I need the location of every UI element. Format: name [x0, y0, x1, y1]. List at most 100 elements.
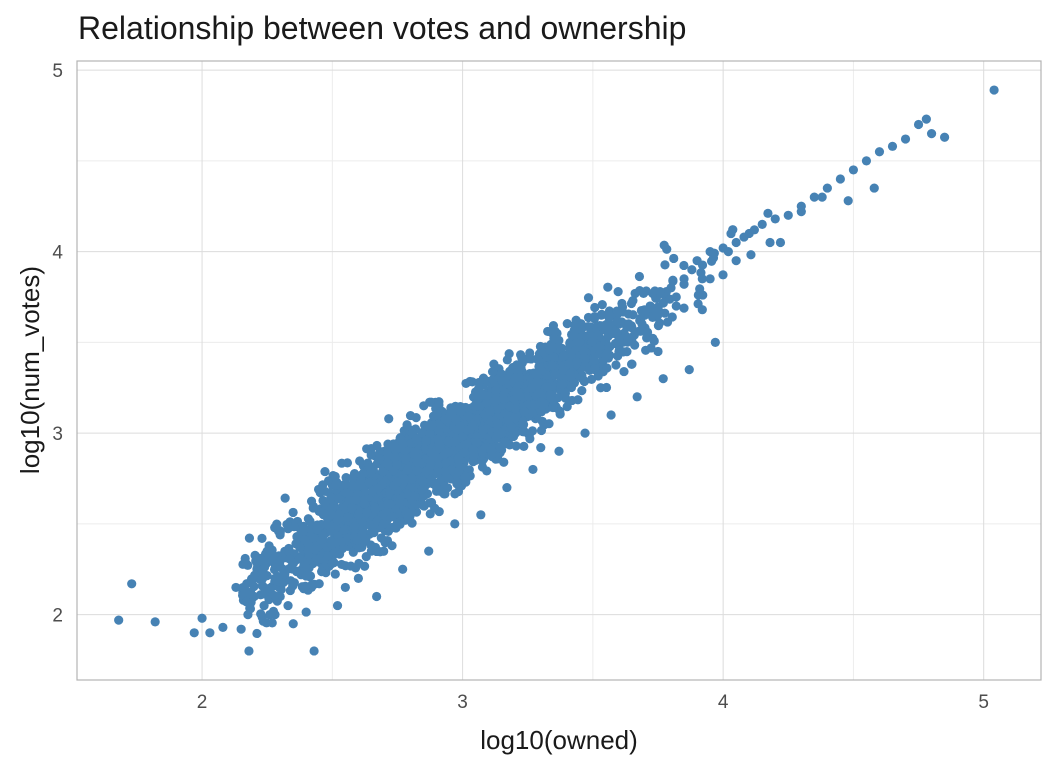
density-point: [718, 270, 728, 280]
density-point: [383, 439, 393, 449]
data-point: [843, 196, 853, 206]
density-point: [649, 336, 659, 346]
density-point: [341, 479, 351, 489]
density-point: [287, 561, 297, 571]
density-point: [370, 504, 380, 514]
density-point: [330, 569, 340, 579]
data-point: [817, 192, 827, 202]
density-point: [367, 486, 377, 497]
data-point: [770, 214, 780, 224]
density-point: [505, 440, 515, 450]
density-point: [583, 293, 594, 303]
data-point: [554, 446, 564, 456]
density-point: [426, 448, 436, 458]
data-point: [658, 374, 668, 384]
density-point: [309, 533, 319, 543]
density-point: [589, 355, 599, 365]
density-point: [505, 401, 515, 412]
x-tick-label: 3: [457, 692, 468, 713]
data-point: [723, 247, 733, 257]
density-point: [491, 396, 501, 406]
density-point: [623, 309, 634, 319]
data-point: [739, 232, 749, 242]
density-point: [343, 512, 353, 522]
density-point: [478, 425, 488, 436]
density-point: [660, 260, 670, 270]
data-point: [283, 600, 293, 611]
density-point: [351, 495, 361, 505]
density-point: [362, 444, 372, 454]
data-point: [236, 624, 246, 634]
density-point: [441, 458, 451, 468]
density-point: [651, 307, 661, 317]
density-point: [282, 519, 292, 530]
density-point: [342, 488, 352, 498]
density-point: [300, 581, 310, 591]
data-point: [288, 619, 298, 629]
density-point: [603, 331, 613, 342]
data-point: [679, 274, 689, 284]
data-point: [913, 119, 924, 130]
density-point: [531, 369, 542, 379]
data-point: [822, 183, 832, 193]
density-point: [407, 428, 417, 438]
density-point: [477, 446, 487, 456]
data-point: [684, 364, 694, 375]
density-point: [362, 508, 372, 518]
density-point: [486, 445, 496, 455]
density-point: [401, 454, 411, 464]
data-point: [869, 183, 879, 193]
density-point: [619, 366, 629, 377]
data-point: [218, 622, 228, 632]
density-point: [331, 480, 341, 490]
density-point: [259, 601, 269, 611]
density-point: [303, 539, 313, 549]
density-point: [346, 561, 356, 571]
density-point: [314, 579, 324, 589]
density-point: [434, 397, 444, 407]
y-tick-label: 4: [52, 243, 63, 264]
density-point: [284, 543, 294, 554]
data-point: [653, 346, 663, 357]
density-point: [267, 556, 277, 566]
density-point: [515, 391, 525, 401]
density-point: [518, 427, 528, 437]
density-point: [693, 299, 703, 309]
density-point: [545, 345, 555, 355]
density-point: [268, 606, 279, 617]
density-point: [549, 334, 559, 344]
density-point: [575, 337, 585, 347]
data-point: [921, 114, 931, 124]
density-point: [474, 377, 484, 388]
density-point: [379, 519, 389, 529]
density-point: [304, 572, 315, 582]
density-point: [347, 503, 357, 513]
density-point: [249, 581, 259, 592]
density-point: [403, 513, 413, 523]
density-point: [375, 547, 385, 557]
density-point: [491, 433, 501, 443]
data-point: [710, 337, 720, 347]
density-point: [542, 382, 552, 392]
density-point: [285, 554, 295, 564]
data-point: [424, 546, 434, 556]
x-tick-label: 4: [718, 692, 729, 713]
density-point: [410, 447, 421, 457]
density-point: [447, 465, 457, 475]
density-point: [241, 597, 251, 607]
density-point: [405, 410, 416, 421]
density-point: [400, 474, 410, 484]
density-point: [417, 476, 428, 486]
density-point: [395, 498, 405, 508]
density-point: [378, 466, 388, 477]
data-point: [749, 225, 760, 235]
data-point: [476, 510, 486, 520]
density-point: [421, 436, 431, 446]
density-point: [402, 465, 413, 475]
density-point: [482, 391, 492, 401]
density-point: [452, 425, 462, 435]
data-point: [900, 134, 911, 144]
density-point: [355, 456, 365, 466]
density-point: [536, 407, 546, 417]
density-point: [611, 360, 621, 370]
